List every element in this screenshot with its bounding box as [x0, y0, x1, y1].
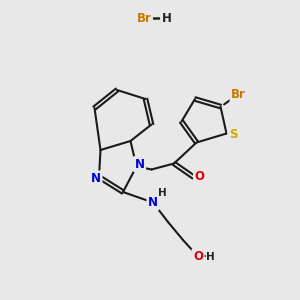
Text: H: H — [158, 188, 167, 199]
Text: O: O — [193, 250, 203, 263]
Text: H: H — [206, 251, 215, 262]
Text: ·: · — [202, 250, 207, 265]
Text: S: S — [229, 128, 237, 141]
Text: N: N — [91, 172, 101, 185]
Text: Br: Br — [136, 11, 152, 25]
Text: N: N — [134, 158, 145, 171]
Text: H: H — [162, 11, 171, 25]
Text: N: N — [148, 196, 158, 209]
Text: Br: Br — [231, 88, 246, 101]
Text: O: O — [194, 170, 205, 184]
